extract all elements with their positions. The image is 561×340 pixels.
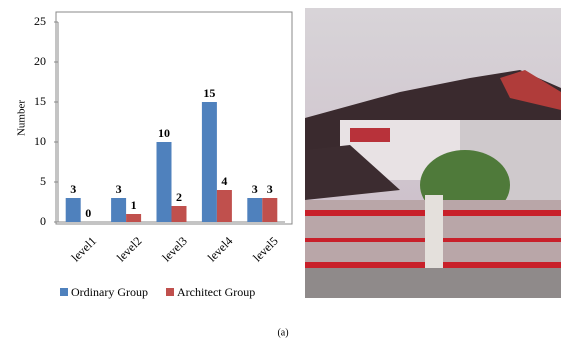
x-tick-label: level5 (250, 234, 281, 265)
value-label: 4 (221, 174, 227, 188)
bar (247, 198, 263, 222)
value-label: 3 (267, 182, 273, 196)
y-tick-label: 10 (34, 134, 46, 148)
value-label: 2 (176, 190, 182, 204)
y-tick-label: 0 (40, 214, 46, 228)
value-label: 3 (70, 182, 76, 196)
value-label: 1 (131, 198, 137, 212)
value-label: 3 (252, 182, 258, 196)
legend-label: Ordinary Group (71, 285, 148, 299)
value-label: 10 (158, 126, 170, 140)
photo-road (305, 268, 561, 298)
bar (126, 214, 142, 222)
legend-swatch (60, 288, 68, 296)
photo-lower-roof (305, 145, 400, 200)
photo (305, 8, 561, 298)
y-tick-label: 5 (40, 174, 46, 188)
value-label: 15 (203, 86, 215, 100)
bar (262, 198, 278, 222)
photo-roof-ornament (500, 70, 561, 110)
legend-swatch (166, 288, 174, 296)
x-tick-label: level3 (159, 234, 190, 265)
bar (111, 198, 127, 222)
legend-label: Architect Group (177, 285, 255, 299)
value-label: 3 (116, 182, 122, 196)
photo-red-band (350, 128, 390, 142)
y-tick-label: 25 (34, 14, 46, 28)
x-tick-label: level1 (68, 234, 99, 265)
y-tick-label: 15 (34, 94, 46, 108)
bar (156, 142, 172, 222)
bar (65, 198, 81, 222)
photo-pillar (425, 195, 443, 285)
x-tick-label: level4 (205, 234, 236, 265)
bar (171, 206, 187, 222)
y-tick-label: 20 (34, 54, 46, 68)
bar (201, 102, 217, 222)
y-axis-label: Number (16, 100, 28, 136)
value-label: 0 (85, 206, 91, 220)
x-tick-label: level2 (114, 234, 145, 265)
chart-frame (55, 11, 293, 225)
caption: (a) (277, 327, 288, 338)
bar (216, 190, 232, 222)
